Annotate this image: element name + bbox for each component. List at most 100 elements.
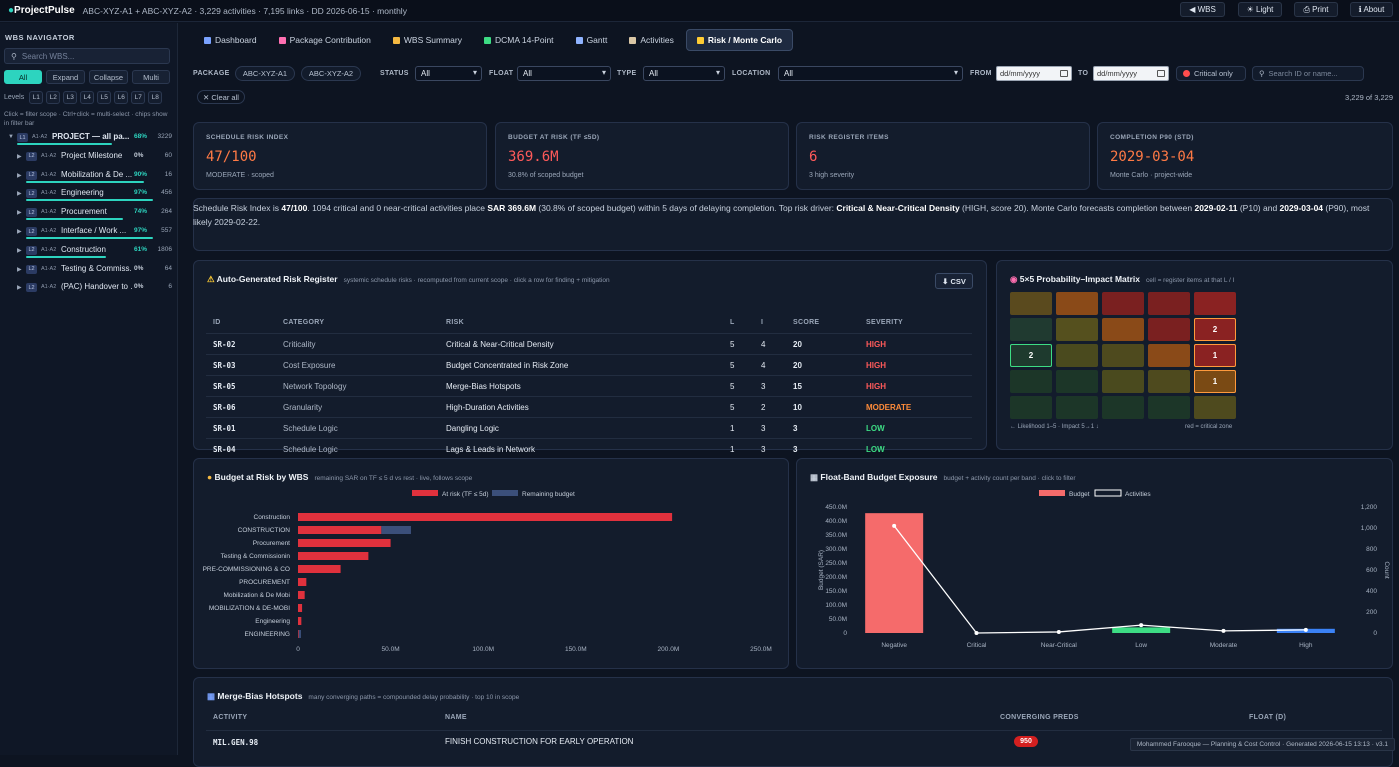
pi-matrix-cell[interactable] — [1148, 344, 1190, 367]
activity-search-input[interactable]: ⚲Search ID or name... — [1252, 66, 1364, 81]
all-button[interactable]: All — [4, 70, 42, 84]
pi-matrix-cell[interactable] — [1194, 396, 1236, 419]
chevron-right-icon[interactable]: ▶ — [17, 228, 22, 235]
pi-matrix-cell[interactable] — [1056, 318, 1098, 341]
expand-button[interactable]: Expand — [46, 70, 85, 84]
pi-matrix-count[interactable]: 1 — [1194, 370, 1236, 393]
float-budget-bar[interactable] — [1112, 627, 1170, 633]
level-4-button[interactable]: L4 — [80, 91, 94, 104]
tab-activities[interactable]: Activities — [619, 29, 684, 51]
wbs-search-input[interactable]: ⚲Search WBS... — [4, 48, 170, 64]
pi-matrix-count[interactable]: 2 — [1010, 344, 1052, 367]
level-3-button[interactable]: L3 — [63, 91, 77, 104]
pi-matrix-cell[interactable] — [1010, 318, 1052, 341]
activities-point[interactable] — [1057, 630, 1061, 634]
budget-bar-at-risk[interactable] — [298, 578, 306, 586]
collapse-button[interactable]: Collapse — [89, 70, 128, 84]
budget-bar-remaining[interactable] — [381, 526, 411, 534]
float-select[interactable]: All — [517, 66, 611, 81]
budget-bar-at-risk[interactable] — [298, 513, 672, 521]
status-select[interactable]: All — [415, 66, 482, 81]
pi-matrix-cell[interactable] — [1010, 292, 1052, 315]
level-7-button[interactable]: L7 — [131, 91, 145, 104]
pi-matrix-cell[interactable] — [1056, 396, 1098, 419]
pi-matrix-cell[interactable] — [1148, 370, 1190, 393]
chevron-right-icon[interactable]: ▶ — [17, 247, 22, 254]
chevron-down-icon[interactable]: ▼ — [8, 134, 14, 140]
tab-package-contribution[interactable]: Package Contribution — [269, 29, 381, 51]
tab-risk-monte-carlo[interactable]: Risk / Monte Carlo — [686, 29, 793, 51]
activities-point[interactable] — [1304, 628, 1308, 632]
print-button[interactable]: ⎙ Print — [1294, 2, 1338, 17]
activities-point[interactable] — [975, 631, 979, 635]
pi-matrix-cell[interactable] — [1148, 292, 1190, 315]
activities-point[interactable] — [1222, 629, 1226, 633]
type-select[interactable]: All — [643, 66, 725, 81]
budget-bar-at-risk[interactable] — [298, 591, 305, 599]
chevron-right-icon[interactable]: ▶ — [17, 284, 22, 291]
budget-bar-at-risk[interactable] — [298, 565, 341, 573]
location-select[interactable]: All — [778, 66, 963, 81]
pi-matrix-cell[interactable] — [1148, 396, 1190, 419]
level-8-button[interactable]: L8 — [148, 91, 162, 104]
budget-bar-at-risk[interactable] — [298, 552, 368, 560]
package-chip-a1[interactable]: ABC-XYZ-A1 — [235, 66, 295, 81]
critical-only-toggle[interactable]: Critical only — [1176, 66, 1246, 81]
pi-matrix-cell[interactable] — [1102, 344, 1144, 367]
float-budget-bar[interactable] — [865, 513, 923, 633]
pi-matrix-cell[interactable] — [1010, 396, 1052, 419]
pi-matrix-count[interactable]: 2 — [1194, 318, 1236, 341]
clear-all-button[interactable]: ✕ Clear all — [197, 90, 245, 104]
budget-bar-at-risk[interactable] — [298, 604, 302, 612]
chevron-right-icon[interactable]: ▶ — [17, 190, 22, 197]
from-date-input[interactable]: dd/mm/yyyy — [996, 66, 1072, 81]
pi-matrix-cell[interactable] — [1010, 370, 1052, 393]
level-5-button[interactable]: L5 — [97, 91, 111, 104]
level-1-button[interactable]: L1 — [29, 91, 43, 104]
budget-bar-at-risk[interactable] — [298, 539, 391, 547]
tab-dcma-14-point[interactable]: DCMA 14-Point — [474, 29, 564, 51]
pi-matrix-cell[interactable] — [1056, 344, 1098, 367]
to-date-input[interactable]: dd/mm/yyyy — [1093, 66, 1169, 81]
package-chip-a2[interactable]: ABC-XYZ-A2 — [301, 66, 361, 81]
tab-gantt[interactable]: Gantt — [566, 29, 618, 51]
budget-bar-at-risk[interactable] — [298, 630, 299, 638]
chevron-right-icon[interactable]: ▶ — [17, 209, 22, 216]
chevron-right-icon[interactable]: ▶ — [17, 172, 22, 179]
activities-point[interactable] — [892, 524, 896, 528]
pi-matrix-cell[interactable] — [1148, 318, 1190, 341]
wbs-toggle-button[interactable]: ◀ WBS — [1180, 2, 1225, 17]
level-6-button[interactable]: L6 — [114, 91, 128, 104]
pi-matrix-cell[interactable] — [1194, 292, 1236, 315]
chevron-right-icon[interactable]: ▶ — [17, 266, 22, 273]
tab-wbs-summary[interactable]: WBS Summary — [383, 29, 472, 51]
budget-bar-remaining[interactable] — [299, 630, 301, 638]
pi-matrix-cell[interactable] — [1056, 292, 1098, 315]
csv-export-button[interactable]: ⬇ CSV — [935, 273, 973, 289]
pi-matrix-cell[interactable] — [1102, 370, 1144, 393]
pi-matrix-cell[interactable] — [1056, 370, 1098, 393]
light-theme-button[interactable]: ☀ Light — [1238, 2, 1282, 17]
budget-bar-at-risk[interactable] — [298, 617, 301, 625]
pi-matrix-cell[interactable] — [1102, 318, 1144, 341]
level-2-button[interactable]: L2 — [46, 91, 60, 104]
pi-matrix-cell[interactable] — [1102, 396, 1144, 419]
activities-point[interactable] — [1139, 623, 1143, 627]
chevron-right-icon[interactable]: ▶ — [17, 153, 22, 160]
multi-select-button[interactable]: Multi — [132, 70, 170, 84]
